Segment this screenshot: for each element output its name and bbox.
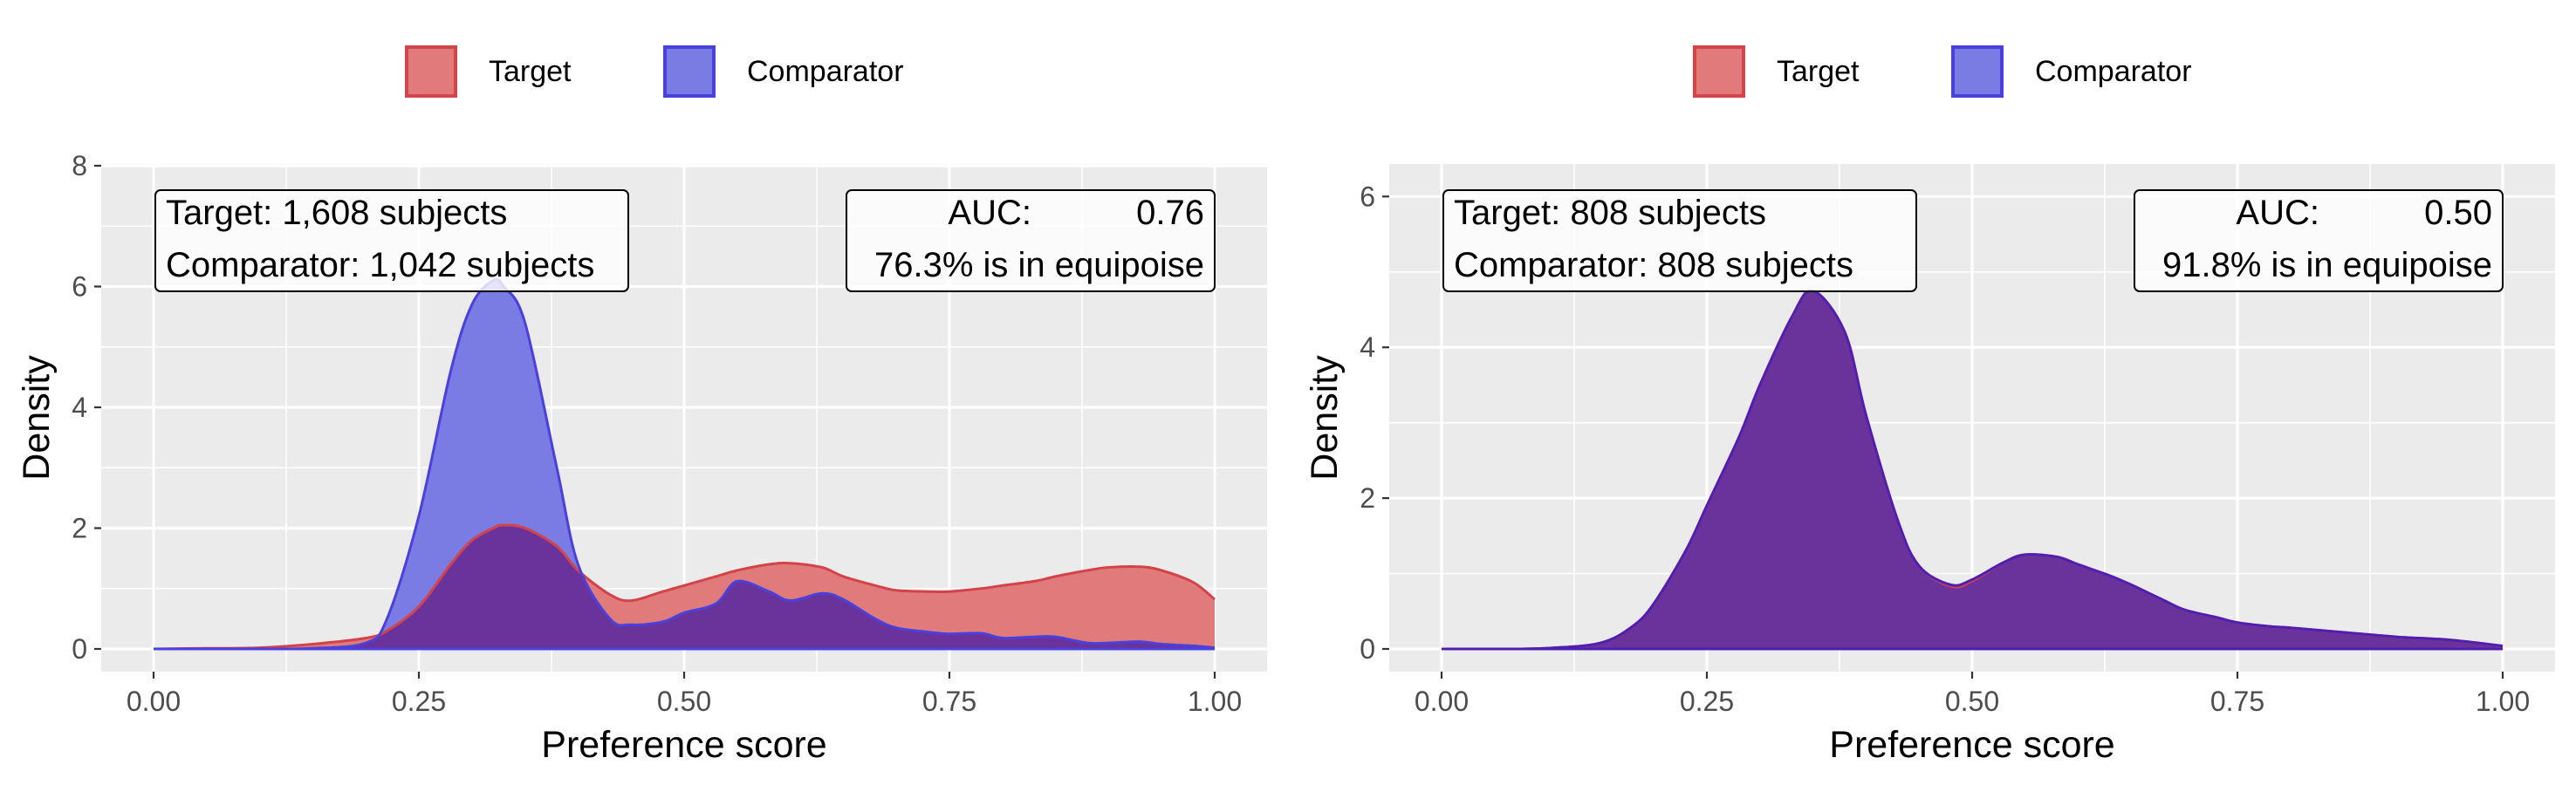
density-chart-left: 0.00 0.25 0.50 0.75 1.00 0 2 4 6 8 Preference scor…	[16, 150, 1267, 766]
equipoise-text: 91.8% is in equipoise	[2162, 246, 2492, 284]
equipoise-text: 76.3% is in equipoise	[874, 246, 1204, 284]
y-tick-label: 4	[1360, 331, 1375, 363]
auc-value: 0.50	[2424, 194, 2492, 232]
legend-key-target	[405, 45, 457, 98]
legend-label-comparator: Comparator	[2035, 54, 2192, 88]
target-subjects-text: Target: 808 subjects	[1454, 194, 1766, 232]
legend-item-target: Target	[1693, 38, 1860, 105]
x-tick-label: 0.25	[392, 686, 446, 717]
legend-item-target: Target	[405, 38, 572, 105]
y-tick-label: 2	[72, 513, 87, 544]
legend-key-comparator	[1951, 45, 2004, 98]
legend-item-comparator: Comparator	[1951, 38, 2192, 105]
x-axis-title: Preference score	[1829, 724, 2114, 766]
y-tick-label: 6	[1360, 181, 1375, 212]
y-tick-label: 0	[1360, 633, 1375, 665]
comparator-density-line	[154, 277, 1216, 651]
x-tick-label: 0.25	[1680, 686, 1734, 717]
y-axis-title: Density	[16, 355, 58, 481]
x-tick-label: 0.50	[657, 686, 711, 717]
comparator-subjects-text: Comparator: 808 subjects	[1454, 246, 1853, 284]
comparator-density-area	[154, 279, 1215, 650]
legend-key-comparator	[663, 45, 716, 98]
overlap-density-area	[1442, 290, 2503, 650]
x-tick-label: 0.75	[2210, 686, 2264, 717]
x-axis-title: Preference score	[541, 724, 826, 766]
auc-label: AUC:	[2236, 194, 2319, 232]
legend-label-comparator: Comparator	[747, 54, 904, 88]
y-tick-label: 6	[72, 271, 87, 303]
auc-value: 0.76	[1136, 194, 1204, 232]
auc-label: AUC:	[948, 194, 1031, 232]
y-tick-label: 8	[72, 150, 87, 181]
legend: Target Comparator	[0, 38, 1288, 105]
subjects-box	[154, 189, 629, 292]
legend-item-comparator: Comparator	[663, 38, 904, 105]
subjects-box	[1442, 189, 1917, 292]
x-tick-label: 0.75	[922, 686, 976, 717]
left-panel: Target Comparator 0.00 0.25 0.50 0.75 1.00 0 2…	[0, 38, 1288, 766]
y-tick-label: 0	[72, 633, 87, 665]
x-tick-label: 0.00	[1415, 686, 1469, 717]
legend-label-target: Target	[1777, 54, 1860, 88]
x-tick-label: 0.50	[1945, 686, 1999, 717]
auc-box	[2134, 189, 2504, 292]
x-tick-label: 1.00	[1188, 686, 1242, 717]
comparator-density-line	[1441, 289, 2504, 651]
target-density-line	[153, 523, 1216, 651]
comparator-subjects-text: Comparator: 1,042 subjects	[166, 246, 594, 284]
y-tick-label: 4	[72, 392, 87, 423]
y-tick-label: 2	[1360, 482, 1375, 514]
auc-box	[846, 189, 1216, 292]
density-chart-right: 0.00 0.25 0.50 0.75 1.00 0 2 4 6 Preference score…	[1304, 164, 2555, 766]
y-axis-title: Density	[1304, 355, 1346, 481]
right-panel: Target Comparator 0.00 0.25 0.50 0.75 1.00 0 2…	[1288, 0, 2576, 785]
legend-label-target: Target	[489, 54, 572, 88]
x-tick-label: 1.00	[2476, 686, 2530, 717]
legend-key-target	[1693, 45, 1745, 98]
x-tick-label: 0.00	[127, 686, 181, 717]
legend: Target Comparator	[1288, 38, 2576, 105]
target-subjects-text: Target: 1,608 subjects	[166, 194, 507, 232]
